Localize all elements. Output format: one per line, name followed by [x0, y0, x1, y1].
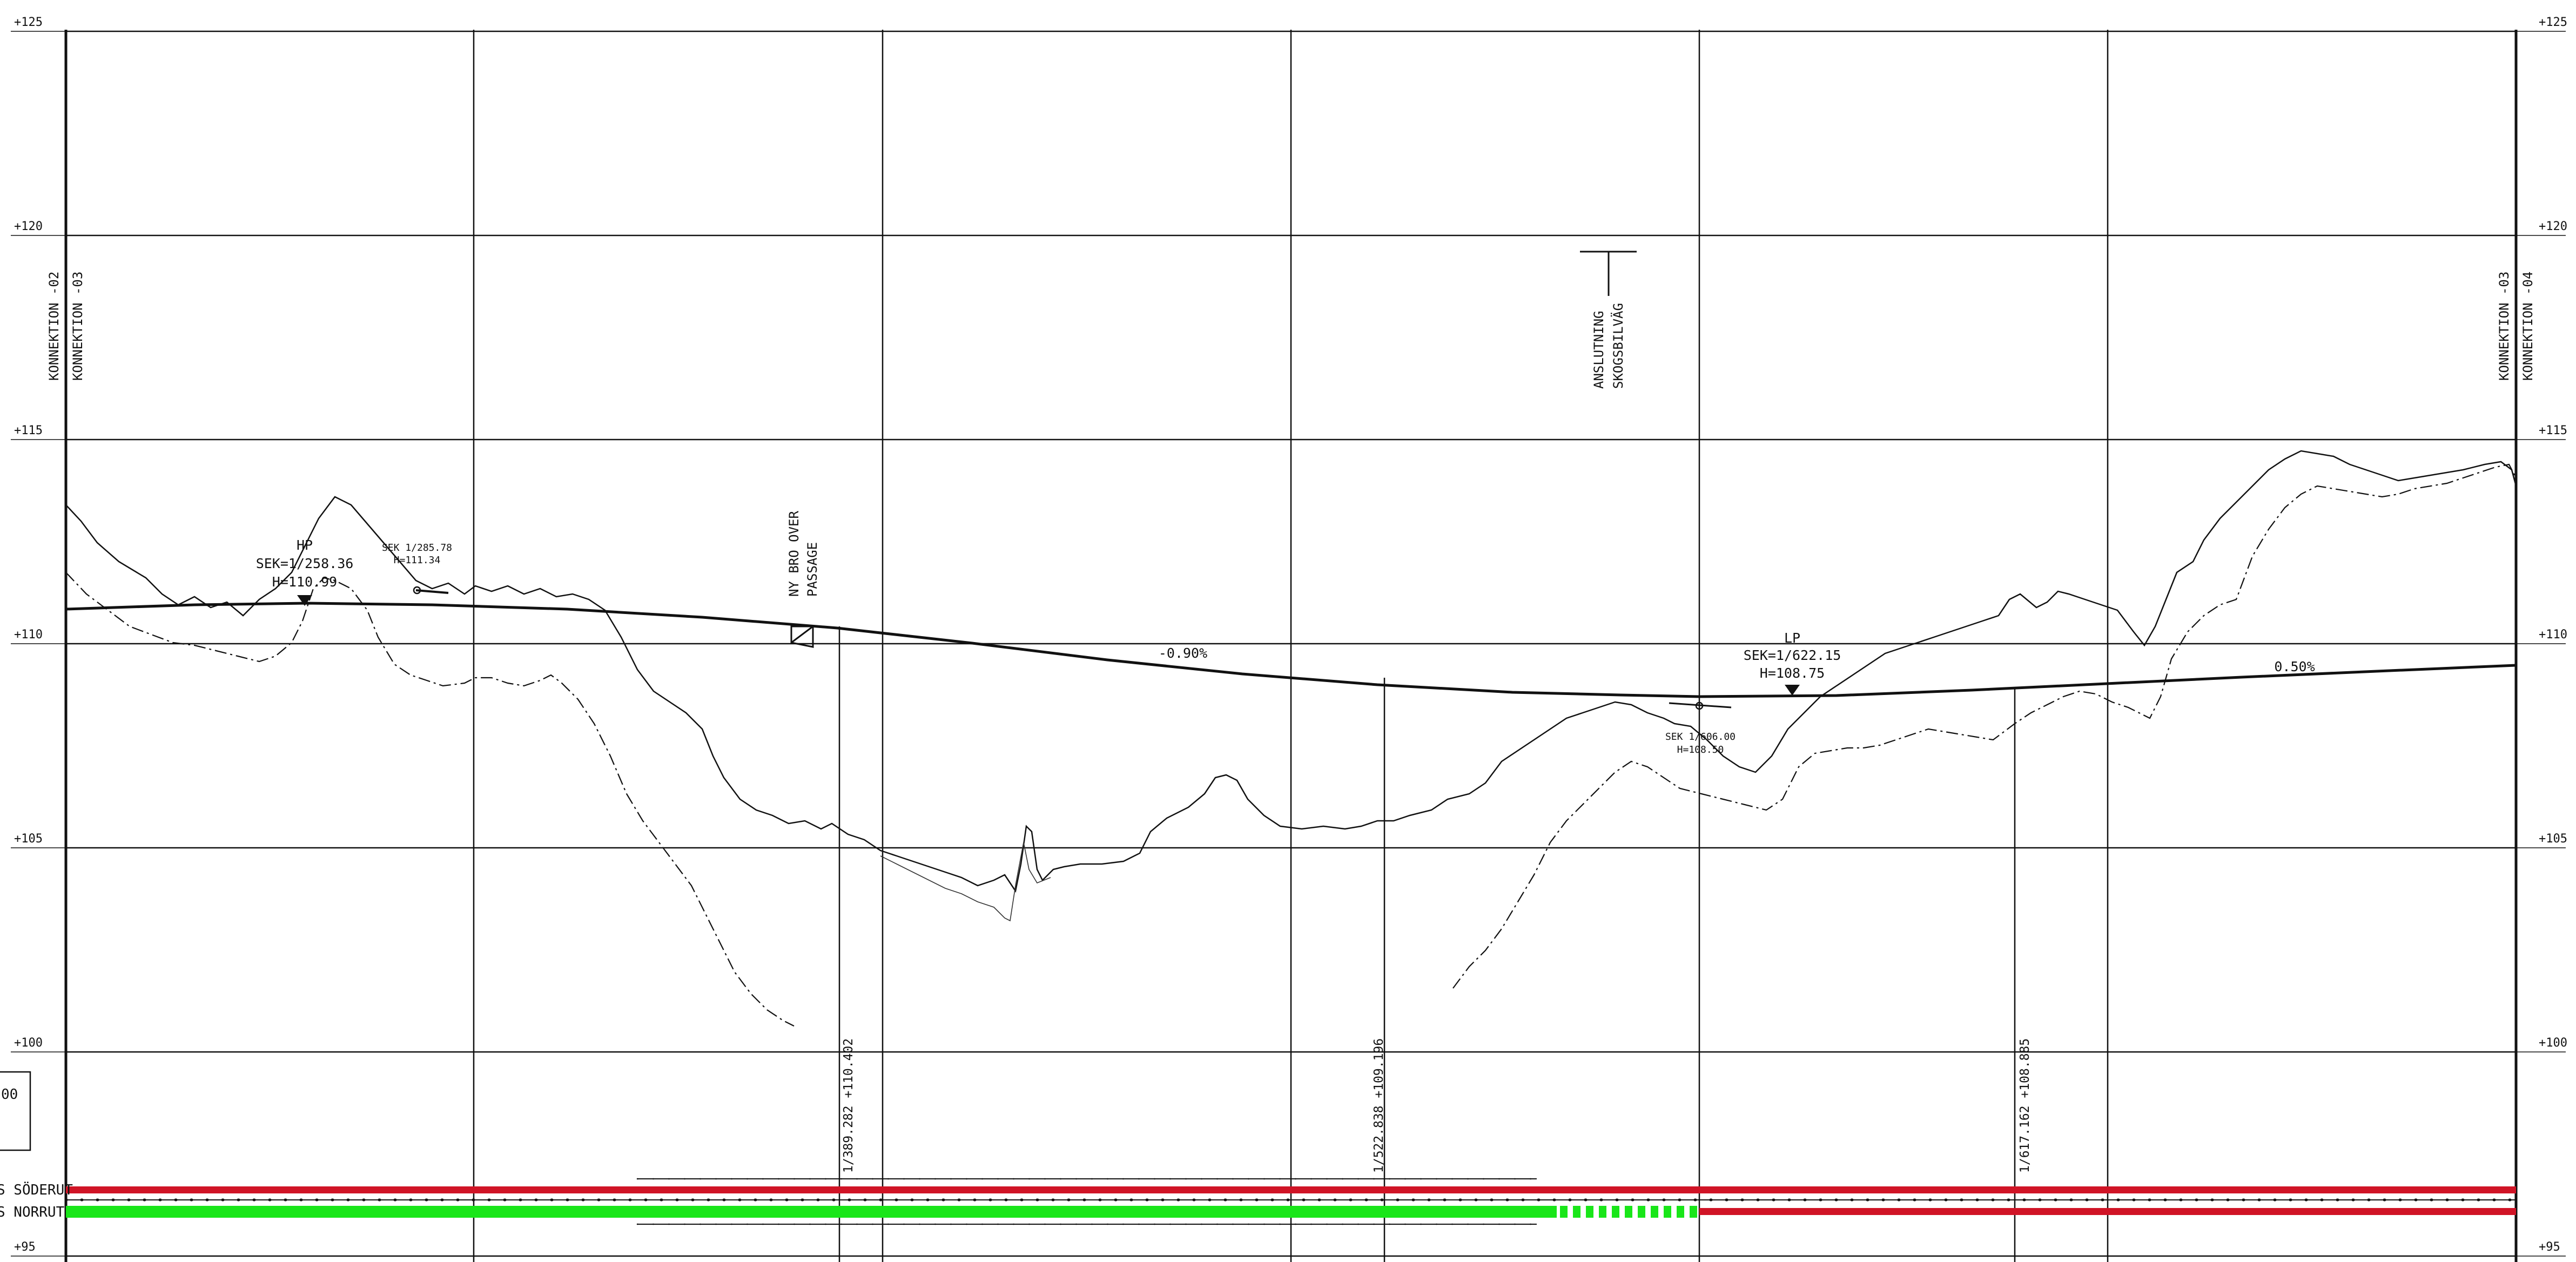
connection-label-right-a: KONNEKTION -03: [2497, 272, 2512, 381]
grade-left-label: -0.90%: [1159, 645, 1207, 661]
design-grade-line: [65, 602, 2517, 698]
elevation-label-right: +95: [2539, 1240, 2560, 1254]
section-marker-left-dot: [413, 586, 421, 595]
north-route-green-band: [66, 1206, 1557, 1218]
route-bands: [64, 1178, 2518, 1225]
grade-right-label: 0.50%: [2274, 659, 2315, 674]
elevation-label-left: +95: [14, 1240, 36, 1254]
terrain-line-primary: [65, 450, 2517, 893]
hp-height: H=110.99: [272, 574, 337, 590]
elevation-label-left: +105: [14, 832, 43, 846]
elevation-label-left: +125: [14, 16, 43, 29]
elevation-label-right: +100: [2539, 1036, 2567, 1050]
lp-triangle-marker: [1785, 685, 1800, 696]
junction-label-line2: SKOGSBILVÄG: [1610, 303, 1626, 389]
hp-title: HP: [297, 537, 313, 553]
terrain-line-secondary-right: [1452, 463, 2517, 989]
connection-label-left-a: KONNEKTION -02: [46, 272, 62, 381]
elevation-label-right: +110: [2539, 628, 2567, 642]
section-marker-left: [415, 589, 449, 594]
junction-symbol: [1580, 251, 1637, 296]
small-right-sek: SEK 1/606.00: [1665, 731, 1736, 743]
legend-box-text: 00: [1, 1086, 18, 1103]
elevation-grid: +125 +125 +120 +120 +115 +115 +110 +110 +105 +105…: [11, 16, 2567, 1257]
station-grid: [64, 30, 2518, 1262]
small-left-height: H=111.34: [394, 555, 441, 566]
elevation-label-right: +120: [2539, 220, 2567, 233]
terrain-line-thin: [880, 842, 1051, 922]
north-route-green-dashes: [1560, 1206, 1697, 1218]
junction-label-line1: ANSLUTNING: [1591, 311, 1606, 389]
elevation-label-left: +110: [14, 628, 43, 642]
bridge-label-line1: NY BRO OVER: [786, 511, 802, 597]
bridge-label-line2: PASSAGE: [805, 542, 820, 597]
lp-sek: SEK=1/622.15: [1744, 647, 1841, 663]
terrain-line-secondary: [65, 572, 795, 1027]
section-marker-right: [1669, 702, 1732, 708]
small-left-sek: SEK 1/285.78: [382, 542, 452, 554]
south-route-band: [66, 1186, 2516, 1193]
connection-label-right-b: KONNEKTION -04: [2520, 272, 2535, 381]
elevation-label-right: +115: [2539, 424, 2567, 437]
elevation-label-left: +120: [14, 220, 43, 233]
station-marker-label-3: 1/617.162 +108.885: [2018, 1038, 2032, 1173]
bridge-symbol: [790, 625, 814, 648]
legend-box: [0, 1071, 31, 1151]
hp-triangle-marker: [297, 595, 312, 606]
lp-title: LP: [1784, 630, 1800, 646]
station-marker-label-2: 1/522.838 +109.196: [1372, 1038, 1386, 1173]
elevation-label-left: +115: [14, 424, 43, 437]
small-right-height: H=108.50: [1677, 744, 1724, 755]
hp-sek: SEK=1/258.36: [256, 556, 354, 571]
legend-north: S NORRUT: [0, 1204, 65, 1220]
elevation-label-right: +125: [2539, 16, 2567, 29]
station-marker-label-1: 1/389.282 +110.402: [842, 1038, 856, 1173]
legend-south: S SÖDERUT: [0, 1181, 73, 1198]
elevation-label-left: +100: [14, 1036, 43, 1050]
north-route-red-band: [1699, 1208, 2516, 1215]
elevation-label-right: +105: [2539, 832, 2567, 846]
section-marker-right-dot: [1695, 701, 1704, 710]
lp-height: H=108.75: [1760, 665, 1825, 681]
connection-label-left-b: KONNEKTION -03: [70, 272, 85, 381]
